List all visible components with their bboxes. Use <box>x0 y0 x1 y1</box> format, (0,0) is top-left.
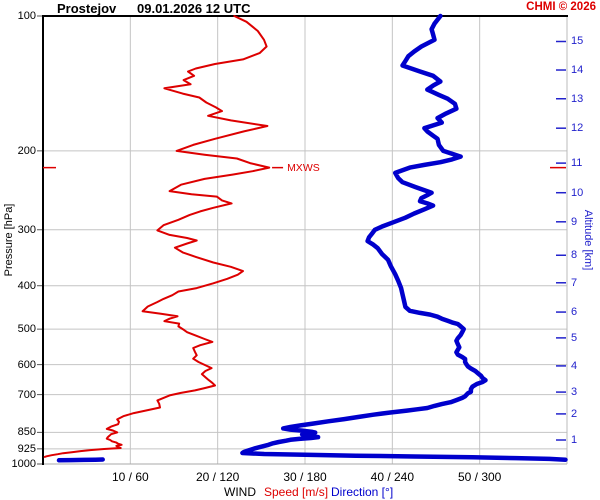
pressure-tick-label: 850 <box>17 426 36 439</box>
altitude-tick-label: 14 <box>571 64 584 77</box>
altitude-tick-label: 5 <box>571 331 578 344</box>
altitude-tick-label: 4 <box>571 359 578 372</box>
pressure-tick-label: 925 <box>17 442 36 455</box>
altitude-tick-label: 15 <box>571 35 584 48</box>
x-tick-label: 40 / 240 <box>370 470 415 484</box>
altitude-tick-label: 10 <box>571 186 584 199</box>
altitude-tick-label: 6 <box>571 306 578 319</box>
chmi-copyright: CHMI © 2026 <box>526 1 596 13</box>
altitude-tick-label: 1 <box>571 434 578 446</box>
pressure-tick-label: 1000 <box>11 458 36 470</box>
mxws-label: MXWS <box>287 162 320 174</box>
pressure-tick-label: 200 <box>17 144 36 157</box>
wind-direction-curve <box>240 13 568 462</box>
altitude-tick-label: 8 <box>571 249 578 262</box>
legend-direction-label: Direction [°] <box>331 485 394 499</box>
pressure-tick-label: 300 <box>17 223 36 236</box>
pressure-tick-label: 400 <box>17 279 36 292</box>
altitude-tick-label: 12 <box>571 122 584 135</box>
altitude-tick-label: 2 <box>571 407 578 420</box>
x-tick-label: 20 / 120 <box>195 470 240 484</box>
altitude-tick-label: 11 <box>571 157 583 170</box>
wind-direction-surface-curve <box>56 457 105 463</box>
pressure-tick-label: 600 <box>17 358 36 371</box>
altitude-tick-label: 9 <box>571 215 578 228</box>
sounding-datetime: 09.01.2026 12 UTC <box>137 1 251 16</box>
wind-speed-curve <box>43 15 271 458</box>
pressure-tick-label: 100 <box>17 10 36 22</box>
x-tick-label: 30 / 180 <box>283 470 327 484</box>
legend-wind-label: WIND <box>224 485 256 499</box>
altitude-tick-label: 3 <box>571 386 578 399</box>
x-tick-label: 10 / 60 <box>111 470 149 484</box>
legend-speed-label: Speed [m/s] <box>264 485 329 499</box>
station-name: Prostejov <box>57 1 117 16</box>
pressure-tick-label: 500 <box>17 323 36 336</box>
altitude-tick-label: 13 <box>571 92 584 105</box>
x-tick-label: 50 / 300 <box>457 470 502 484</box>
pressure-tick-label: 700 <box>17 388 36 401</box>
altitude-tick-label: 7 <box>571 276 578 289</box>
